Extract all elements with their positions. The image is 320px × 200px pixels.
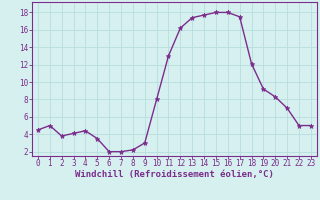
X-axis label: Windchill (Refroidissement éolien,°C): Windchill (Refroidissement éolien,°C) bbox=[75, 170, 274, 179]
